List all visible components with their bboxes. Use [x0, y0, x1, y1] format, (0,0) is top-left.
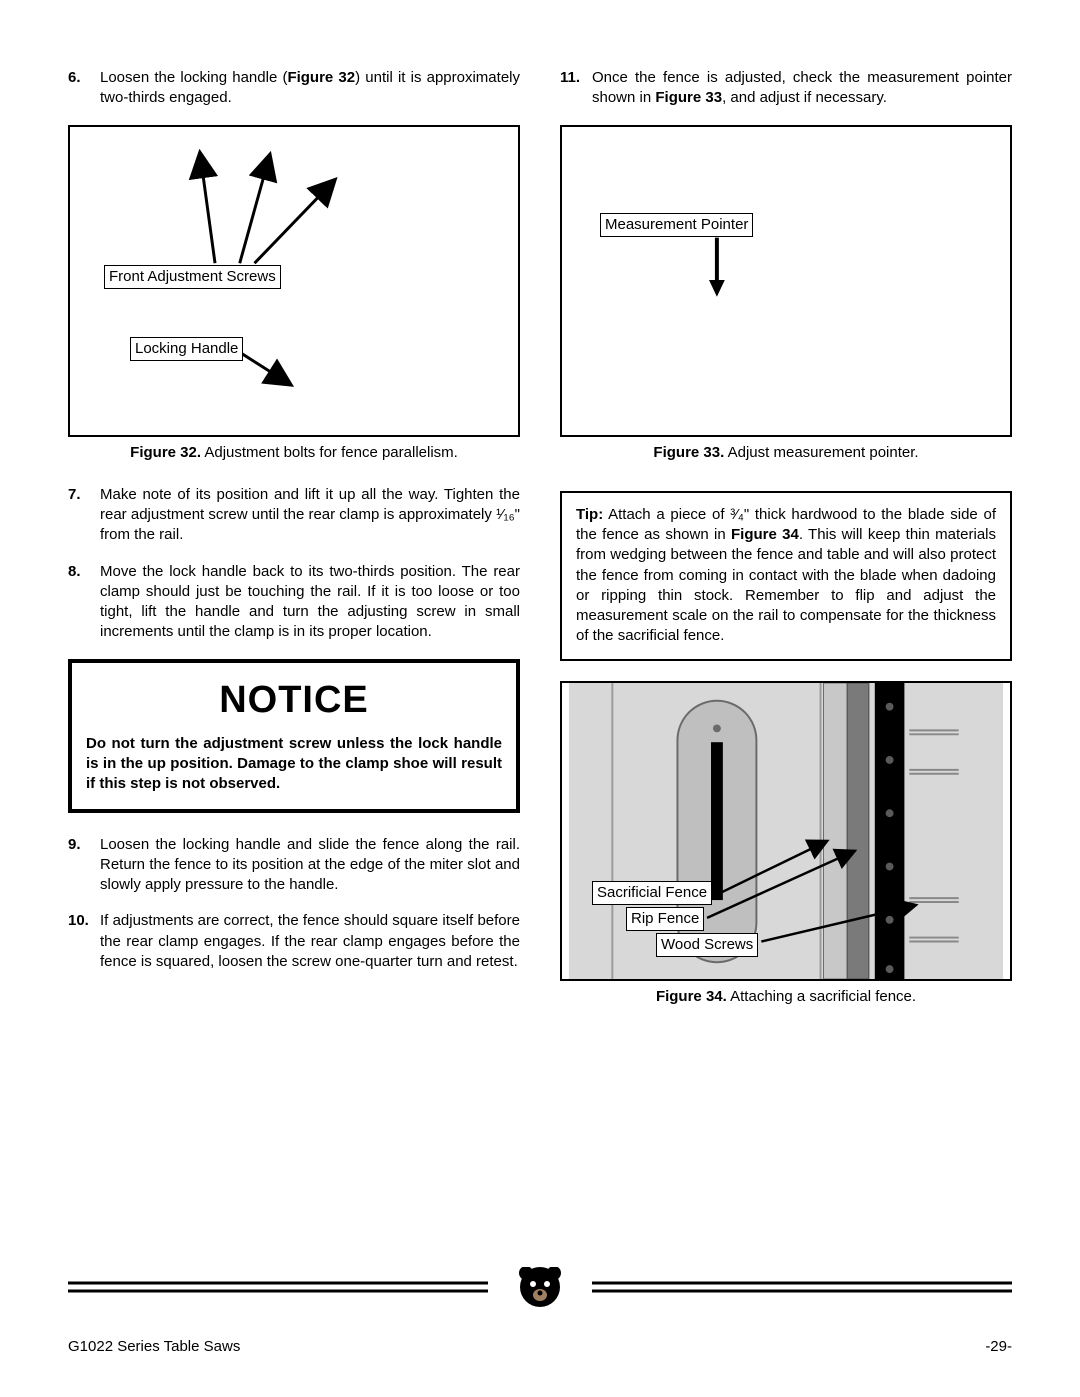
footer-left: G1022 Series Table Saws: [68, 1337, 240, 1357]
step-text: Make note of its position and lift it up…: [100, 485, 520, 546]
notice-title: NOTICE: [86, 675, 502, 726]
section-divider: [68, 1267, 1012, 1317]
label-front-adjustment-screws: Front Adjustment Screws: [104, 265, 281, 289]
step-7: 7. Make note of its position and lift it…: [68, 485, 520, 546]
label-sacrificial-fence: Sacrificial Fence: [592, 881, 712, 905]
figure-34-caption: Figure 34. Attaching a sacrificial fence…: [560, 987, 1012, 1007]
figure-32-box: Front Adjustment Screws Locking Handle: [68, 125, 520, 437]
step-text: Move the lock handle back to its two-thi…: [100, 562, 520, 643]
step-number: 11.: [560, 68, 592, 109]
figure-32-caption: Figure 32. Adjustment bolts for fence pa…: [68, 443, 520, 463]
figure-34-box: Sacrificial Fence Rip Fence Wood Screws: [560, 681, 1012, 981]
notice-box: NOTICE Do not turn the adjustment screw …: [68, 659, 520, 813]
step-number: 7.: [68, 485, 100, 546]
step-text: Loosen the locking handle and slide the …: [100, 835, 520, 896]
label-measurement-pointer: Measurement Pointer: [600, 213, 753, 237]
page-footer: G1022 Series Table Saws -29-: [68, 1337, 1012, 1357]
label-rip-fence: Rip Fence: [626, 907, 704, 931]
step-number: 8.: [68, 562, 100, 643]
right-column: 11. Once the fence is adjusted, check th…: [560, 68, 1012, 1013]
step-text: Loosen the locking handle (Figure 32) un…: [100, 68, 520, 109]
notice-body: Do not turn the adjustment screw unless …: [86, 734, 502, 795]
figure-33-caption: Figure 33. Adjust measurement pointer.: [560, 443, 1012, 463]
left-column: 6. Loosen the locking handle (Figure 32)…: [68, 68, 520, 1013]
figure-34-svg: [562, 683, 1010, 979]
divider-svg: [68, 1267, 1012, 1317]
label-wood-screws: Wood Screws: [656, 933, 758, 957]
step-number: 6.: [68, 68, 100, 109]
step-text: If adjustments are correct, the fence sh…: [100, 911, 520, 972]
figure-33-svg: [562, 127, 1010, 435]
step-6: 6. Loosen the locking handle (Figure 32)…: [68, 68, 520, 109]
bear-icon: [519, 1267, 561, 1307]
content-columns: 6. Loosen the locking handle (Figure 32)…: [68, 68, 1012, 1013]
step-8: 8. Move the lock handle back to its two-…: [68, 562, 520, 643]
step-10: 10. If adjustments are correct, the fenc…: [68, 911, 520, 972]
tip-box: Tip: Attach a piece of ³⁄₄" thick hardwo…: [560, 491, 1012, 661]
step-11: 11. Once the fence is adjusted, check th…: [560, 68, 1012, 109]
step-9: 9. Loosen the locking handle and slide t…: [68, 835, 520, 896]
step-number: 10.: [68, 911, 100, 972]
step-text: Once the fence is adjusted, check the me…: [592, 68, 1012, 109]
step-number: 9.: [68, 835, 100, 896]
figure-33-box: Measurement Pointer: [560, 125, 1012, 437]
label-locking-handle: Locking Handle: [130, 337, 243, 361]
footer-right: -29-: [985, 1337, 1012, 1357]
